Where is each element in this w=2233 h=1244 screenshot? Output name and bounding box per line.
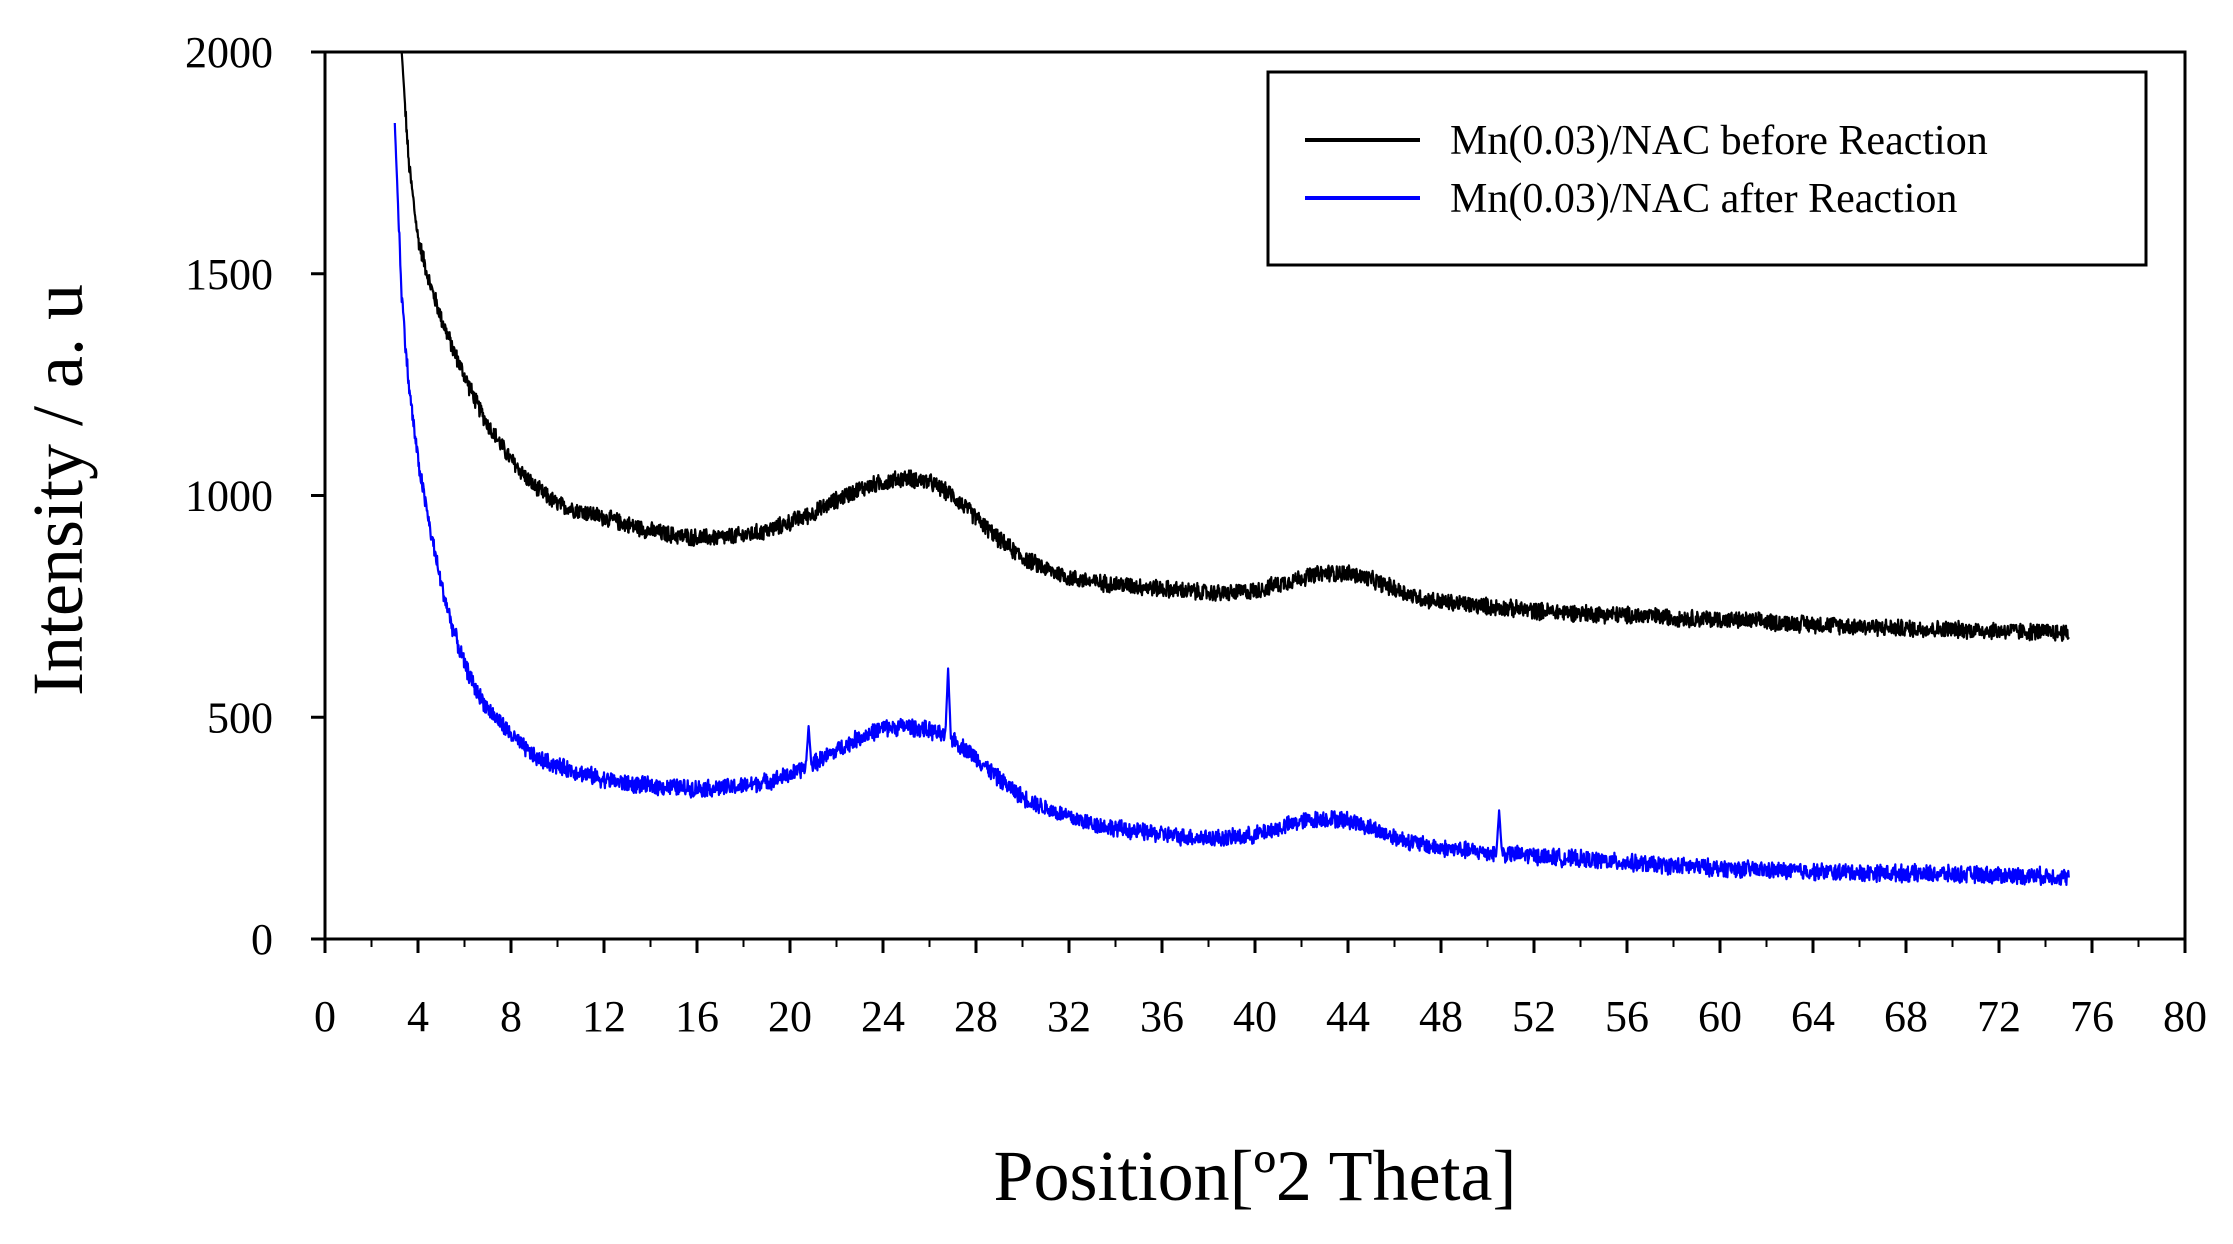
x-tick-label: 80 <box>2163 992 2207 1041</box>
x-tick-label: 16 <box>675 992 719 1041</box>
y-tick-label: 500 <box>207 693 273 742</box>
x-tick-label: 36 <box>1140 992 1184 1041</box>
x-axis-title: Position[º2 Theta] <box>994 1136 1517 1216</box>
x-tick-label: 48 <box>1419 992 1463 1041</box>
x-tick-label: 0 <box>314 992 336 1041</box>
x-tick-label: 64 <box>1791 992 1835 1041</box>
x-tick-label: 20 <box>768 992 812 1041</box>
x-tick-label: 8 <box>500 992 522 1041</box>
y-tick-label: 1500 <box>185 250 273 299</box>
y-tick-label: 0 <box>251 915 273 964</box>
x-tick-label: 4 <box>407 992 429 1041</box>
legend-label-after: Mn(0.03)/NAC after Reaction <box>1450 176 1957 222</box>
x-tick-label: 12 <box>582 992 626 1041</box>
legend: Mn(0.03)/NAC before Reaction Mn(0.03)/NA… <box>1266 70 2148 267</box>
x-tick-label: 76 <box>2070 992 2114 1041</box>
legend-box <box>1266 70 2148 267</box>
plot-frame <box>323 50 2187 941</box>
y-axis-title: Intensity / a. u <box>18 284 98 696</box>
x-tick-label: 32 <box>1047 992 1091 1041</box>
y-tick-label: 1000 <box>185 472 273 521</box>
legend-label-before: Mn(0.03)/NAC before Reaction <box>1450 118 1988 164</box>
ticks-layer: 0 4 8 12 16 20 24 28 32 36 40 44 48 52 56 60 64 68 72 76 800… <box>185 28 2207 1041</box>
x-tick-label: 60 <box>1698 992 1742 1041</box>
x-tick-label: 56 <box>1605 992 1649 1041</box>
series-layer <box>393 51 2070 886</box>
series-line-after <box>393 122 2070 886</box>
x-tick-label: 28 <box>954 992 998 1041</box>
x-tick-label: 72 <box>1977 992 2021 1041</box>
x-tick-label: 52 <box>1512 992 1556 1041</box>
x-tick-label: 68 <box>1884 992 1928 1041</box>
series-line-before <box>400 51 2070 642</box>
x-tick-label: 44 <box>1326 992 1370 1041</box>
y-tick-label: 2000 <box>185 28 273 77</box>
x-tick-label: 40 <box>1233 992 1277 1041</box>
x-tick-label: 24 <box>861 992 905 1041</box>
